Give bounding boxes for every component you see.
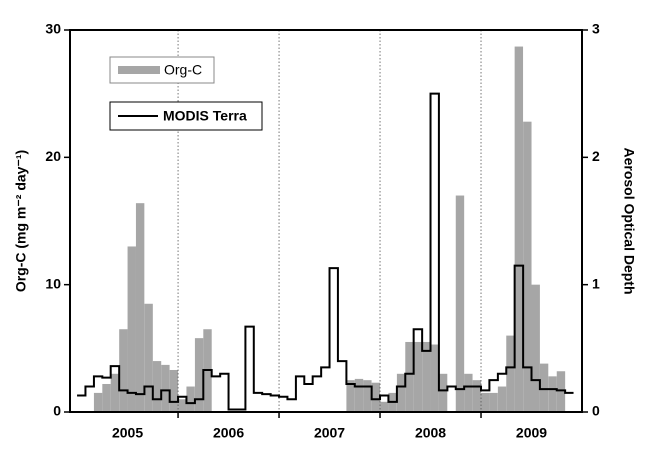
bar xyxy=(481,392,490,412)
bar xyxy=(405,341,414,412)
y-tick-label: 30 xyxy=(45,21,61,37)
y-axis-label: Org-C (mg m⁻² day⁻¹) xyxy=(13,150,29,292)
bar xyxy=(430,344,439,412)
bar xyxy=(363,380,372,412)
bar xyxy=(455,195,465,412)
bar xyxy=(93,392,103,412)
y-tick-label: 20 xyxy=(45,148,61,164)
x-tick-label: 2006 xyxy=(213,425,244,441)
bar xyxy=(346,380,355,412)
bar xyxy=(144,303,153,412)
y-tick-label: 0 xyxy=(53,403,61,419)
bar xyxy=(539,363,549,412)
bar xyxy=(127,246,136,412)
bar xyxy=(506,335,515,412)
y2-tick-label: 1 xyxy=(592,275,600,291)
plot-frame xyxy=(69,29,583,413)
x-tick-label: 2007 xyxy=(314,425,345,441)
legend-box xyxy=(109,56,215,84)
y-tick-label: 10 xyxy=(45,275,61,291)
x-tick-label: 2008 xyxy=(415,425,446,441)
bar xyxy=(102,383,111,412)
bar xyxy=(422,341,431,412)
x-tick-label: 2005 xyxy=(112,425,143,441)
bar xyxy=(556,371,566,412)
bar xyxy=(438,373,448,412)
x-tick-label: 2009 xyxy=(516,425,547,441)
y2-tick-label: 3 xyxy=(592,21,600,37)
bar xyxy=(464,373,473,412)
bar xyxy=(186,386,195,412)
y2-tick-label: 0 xyxy=(592,403,600,419)
bar xyxy=(380,401,389,412)
bar xyxy=(194,338,204,412)
bar xyxy=(110,373,120,412)
line xyxy=(77,92,574,411)
bar xyxy=(169,369,179,412)
bar xyxy=(514,46,524,412)
legend-label: MODIS Terra xyxy=(163,108,247,124)
bar xyxy=(472,380,482,412)
bar xyxy=(135,203,145,412)
bar xyxy=(161,364,170,412)
bar xyxy=(371,382,381,412)
bar xyxy=(489,392,498,412)
bar xyxy=(523,121,532,413)
bar xyxy=(396,373,406,412)
bar xyxy=(548,376,557,412)
bar xyxy=(497,386,507,412)
bar xyxy=(178,399,187,412)
bar xyxy=(531,284,540,412)
bar xyxy=(119,329,128,412)
y2-axis-label: Aerosol Optical Depth xyxy=(621,147,637,294)
bar xyxy=(152,361,162,412)
y2-tick-label: 2 xyxy=(592,148,600,164)
bar xyxy=(354,378,364,412)
legend-label: Org-C xyxy=(164,62,202,78)
bar xyxy=(413,341,423,412)
